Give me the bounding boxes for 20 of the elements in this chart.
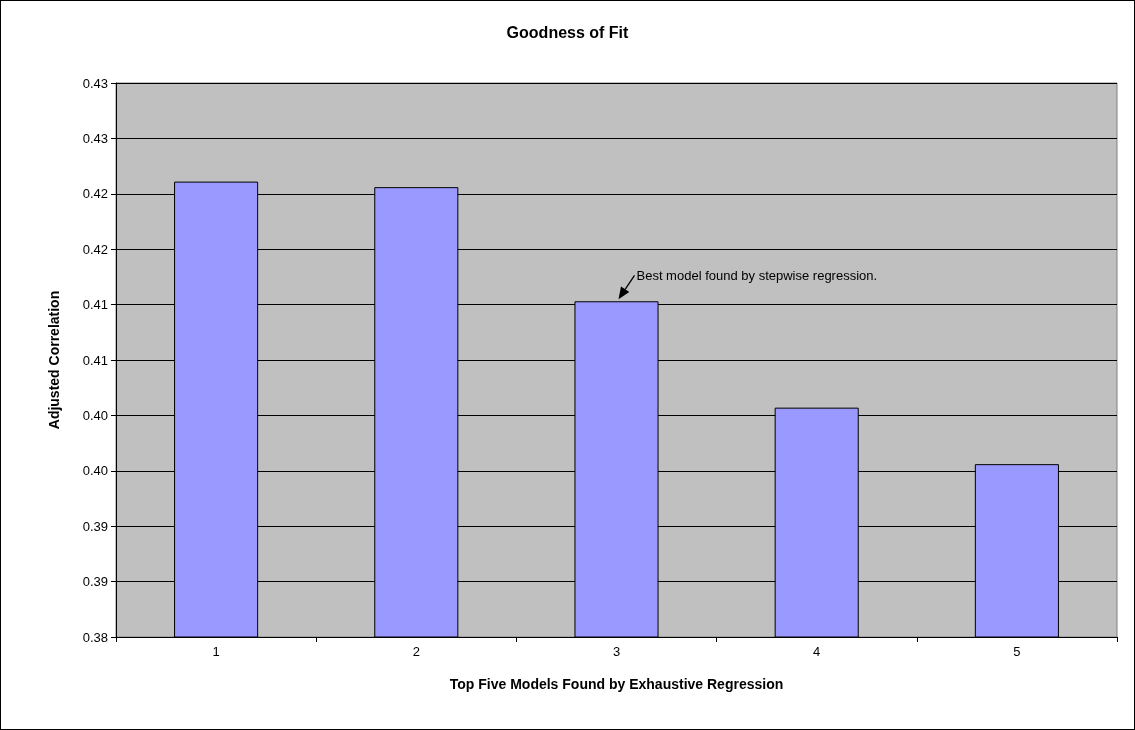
- y-tick-label: 0.40: [82, 407, 108, 423]
- x-tick-label: 1: [212, 644, 220, 659]
- y-tick-label: 0.38: [82, 629, 108, 645]
- x-tick-label: 2: [412, 644, 420, 659]
- y-tick-label: 0.42: [82, 186, 108, 202]
- chart-title: Goodness of Fit: [506, 23, 630, 41]
- y-tick-label: 0.39: [82, 518, 108, 534]
- x-axis-title: Top Five Models Found by Exhaustive Regression: [449, 676, 784, 692]
- y-tick-label: 0.41: [82, 352, 108, 368]
- y-tick-label: 0.39: [82, 574, 108, 590]
- x-tick-label: 4: [813, 644, 821, 659]
- annotation: Best model found by stepwise regression.: [636, 268, 878, 284]
- y-axis-title: Adjusted Correlation: [46, 290, 62, 430]
- x-tick-label: 5: [1013, 644, 1021, 659]
- y-tick-label: 0.41: [82, 297, 108, 313]
- y-tick-label: 0.42: [82, 241, 108, 257]
- x-tick-label: 3: [612, 644, 621, 659]
- y-tick-label: 0.43: [82, 75, 108, 91]
- y-tick-label: 0.40: [82, 463, 108, 479]
- y-tick-label: 0.43: [82, 130, 108, 146]
